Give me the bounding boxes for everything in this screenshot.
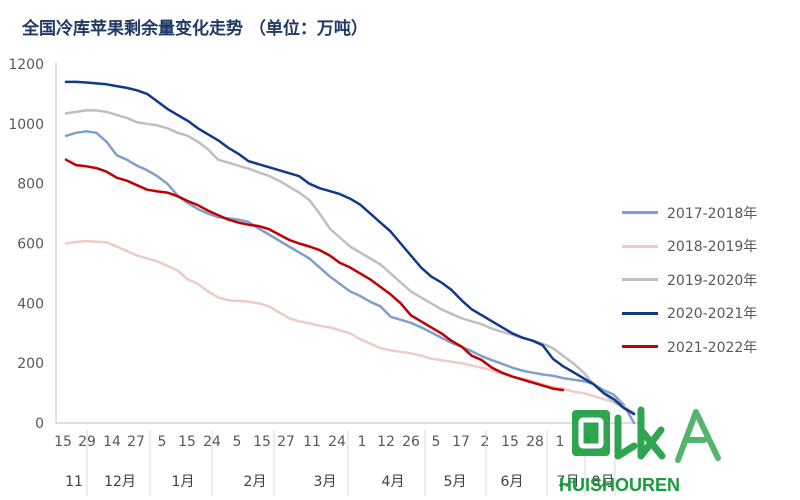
legend-label: 2021-2022年 xyxy=(667,339,758,356)
x-month-label: 6月 xyxy=(501,474,524,490)
x-tick-label: 17 xyxy=(452,434,470,450)
x-tick-label: 2 xyxy=(481,434,490,450)
x-tick-label: 15 xyxy=(501,434,519,450)
x-tick-label: 15 xyxy=(178,434,196,450)
x-month-label: 5月 xyxy=(444,474,467,490)
x-tick-label: 5 xyxy=(233,434,242,450)
x-month-label: 12月 xyxy=(104,474,136,490)
legend-item: 2019-2020年 xyxy=(622,263,798,297)
legend-label: 2018-2019年 xyxy=(667,239,758,256)
brand-watermark: HUISHOUREN xyxy=(556,400,731,496)
series-line-1 xyxy=(64,130,636,425)
x-tick-label: 14 xyxy=(103,434,121,450)
y-tick-label: 1000 xyxy=(8,117,44,133)
y-tick-label: 600 xyxy=(17,237,44,253)
x-tick-label: 11 xyxy=(303,434,321,450)
legend-label: 2017-2018年 xyxy=(667,205,758,222)
legend-item: 2021-2022年 xyxy=(622,330,798,364)
x-tick-label: 15 xyxy=(54,434,72,450)
legend: 2017-2018年 2018-2019年 2019-2020年 2020-2021年… xyxy=(622,196,798,364)
legend-item: 2020-2021年 xyxy=(622,297,798,331)
y-tick-label: 200 xyxy=(17,356,44,372)
legend-item: 2018-2019年 xyxy=(622,230,798,264)
x-tick-label: 26 xyxy=(402,434,420,450)
series-line-5 xyxy=(64,158,565,392)
x-month-label: 4月 xyxy=(382,474,405,490)
svg-text:HUISHOUREN: HUISHOUREN xyxy=(559,475,680,495)
x-month-label: 8月 xyxy=(592,474,615,490)
series-line-2 xyxy=(64,239,636,414)
x-tick-label: 5 xyxy=(432,434,441,450)
legend-swatch xyxy=(622,244,658,248)
y-tick-label: 800 xyxy=(17,177,44,193)
x-tick-label: 5 xyxy=(158,434,167,450)
x-tick-label: 1 xyxy=(556,434,565,450)
x-tick-label: 27 xyxy=(127,434,145,450)
x-month-label: 2月 xyxy=(244,474,267,490)
x-month-label: 7月 xyxy=(557,474,580,490)
x-tick-label: 28 xyxy=(526,434,544,450)
x-tick-label: 12 xyxy=(377,434,395,450)
legend-swatch xyxy=(622,311,658,315)
legend-swatch xyxy=(622,278,658,282)
x-tick-label: 24 xyxy=(328,434,346,450)
x-month-label: 1月 xyxy=(172,474,195,490)
x-month-label: 11 xyxy=(65,474,83,490)
series-line-3 xyxy=(64,109,636,416)
y-tick-label: 1200 xyxy=(8,57,44,73)
x-tick-label: 1 xyxy=(358,434,367,450)
legend-item: 2017-2018年 xyxy=(622,196,798,230)
legend-swatch xyxy=(622,211,658,215)
y-tick-label: 0 xyxy=(35,416,44,432)
x-tick-label: 27 xyxy=(277,434,295,450)
chart-title: 全国冷库苹果剩余量变化走势 （单位：万吨） xyxy=(22,19,368,39)
legend-label: 2020-2021年 xyxy=(667,306,758,323)
series-line-4 xyxy=(64,80,636,416)
x-tick-label: 15 xyxy=(253,434,271,450)
x-month-label: 3月 xyxy=(314,474,337,490)
legend-swatch xyxy=(622,345,658,349)
y-tick-label: 400 xyxy=(17,296,44,312)
legend-label: 2019-2020年 xyxy=(667,272,758,289)
